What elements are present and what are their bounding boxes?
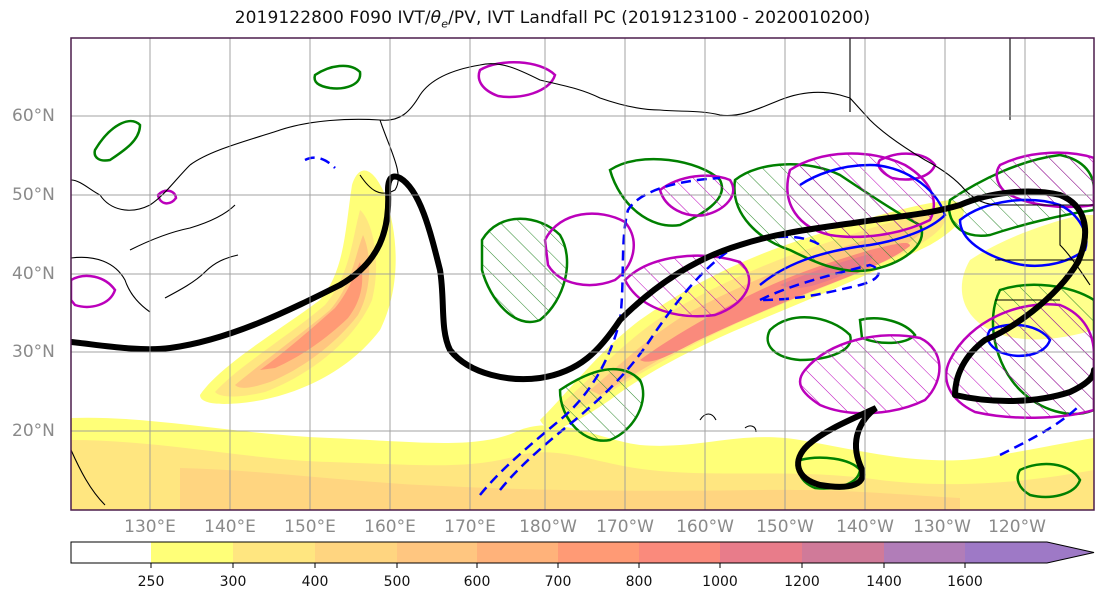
colorbar-tick-1400: 1400: [866, 574, 902, 590]
lat-label-20n: 20°N: [12, 421, 55, 441]
colorbar-tick-600: 600: [463, 574, 491, 590]
colorbar-tick-250: 250: [137, 574, 165, 590]
colorbar-tick-800: 800: [625, 574, 653, 590]
lon-label-140e: 140°E: [204, 517, 256, 537]
map-frame: [70, 37, 1095, 511]
lon-label-130e: 130°E: [124, 517, 176, 537]
lon-label-150w: 150°W: [756, 517, 814, 537]
colorbar-tick-300: 300: [219, 574, 247, 590]
lon-label-170w: 170°W: [596, 517, 654, 537]
colorbar-tick-1200: 1200: [784, 574, 820, 590]
lon-label-170e: 170°E: [444, 517, 496, 537]
colorbar-tick-400: 400: [301, 574, 329, 590]
colorbar-tick-500: 500: [383, 574, 411, 590]
colorbar-tick-1600: 1600: [947, 574, 983, 590]
lon-label-150e: 150°E: [284, 517, 336, 537]
lat-label-30n: 30°N: [12, 342, 55, 362]
lon-label-120w: 120°W: [988, 517, 1046, 537]
lon-label-130w: 130°W: [913, 517, 971, 537]
ivt-west-plume: [200, 170, 396, 404]
lon-label-180w: 180°W: [519, 517, 577, 537]
colorbar-tick-700: 700: [544, 574, 572, 590]
map-title: 2019122800 F090 IVT/θe/PV, IVT Landfall …: [234, 8, 871, 31]
lon-label-160w: 160°W: [676, 517, 734, 537]
lat-label-40n: 40°N: [12, 264, 55, 284]
graticule: [71, 38, 1094, 510]
lat-label-50n: 50°N: [12, 185, 55, 205]
lat-label-60n: 60°N: [12, 106, 55, 126]
colorbar-tick-1000: 1000: [702, 574, 738, 590]
lon-label-160e: 160°E: [364, 517, 416, 537]
lon-label-140w: 140°W: [836, 517, 894, 537]
colorbar: [70, 541, 1095, 568]
coastlines: [70, 38, 1094, 506]
